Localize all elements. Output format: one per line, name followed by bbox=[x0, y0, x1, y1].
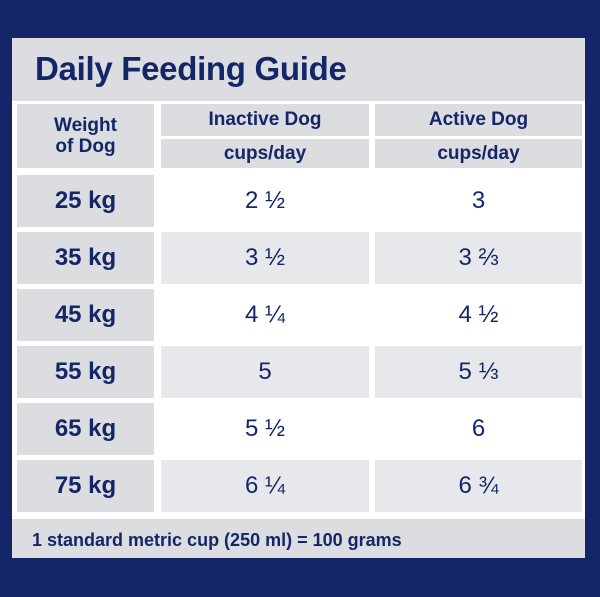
active-cell: 6 ¾ bbox=[375, 460, 582, 512]
weight-cell: 45 kg bbox=[17, 289, 154, 341]
active-cell: 5 ⅓ bbox=[375, 346, 582, 398]
active-cell: 4 ½ bbox=[375, 289, 582, 341]
weight-cell: 55 kg bbox=[17, 346, 154, 398]
active-cell: 3 bbox=[375, 175, 582, 227]
inactive-cell: 3 ½ bbox=[161, 232, 369, 284]
weight-cell: 65 kg bbox=[17, 403, 154, 455]
title-bar bbox=[12, 38, 585, 101]
page-title: Daily Feeding Guide bbox=[35, 50, 347, 87]
footer-bar bbox=[12, 519, 585, 558]
active-column-header: Active Dog bbox=[375, 104, 582, 136]
active-unit-header: cups/day bbox=[375, 139, 582, 168]
inactive-cell: 5 bbox=[161, 346, 369, 398]
inactive-cell: 6 ¼ bbox=[161, 460, 369, 512]
inactive-cell: 5 ½ bbox=[161, 403, 369, 455]
active-cell: 3 ⅔ bbox=[375, 232, 582, 284]
weight-cell: 35 kg bbox=[17, 232, 154, 284]
weight-cell: 75 kg bbox=[17, 460, 154, 512]
inactive-cell: 2 ½ bbox=[161, 175, 369, 227]
inactive-cell: 4 ¼ bbox=[161, 289, 369, 341]
active-cell: 6 bbox=[375, 403, 582, 455]
weight-column-header: Weight of Dog bbox=[17, 104, 154, 168]
footnote: 1 standard metric cup (250 ml) = 100 gra… bbox=[32, 530, 402, 550]
inactive-unit-header: cups/day bbox=[161, 139, 369, 168]
weight-cell: 25 kg bbox=[17, 175, 154, 227]
inactive-column-header: Inactive Dog bbox=[161, 104, 369, 136]
